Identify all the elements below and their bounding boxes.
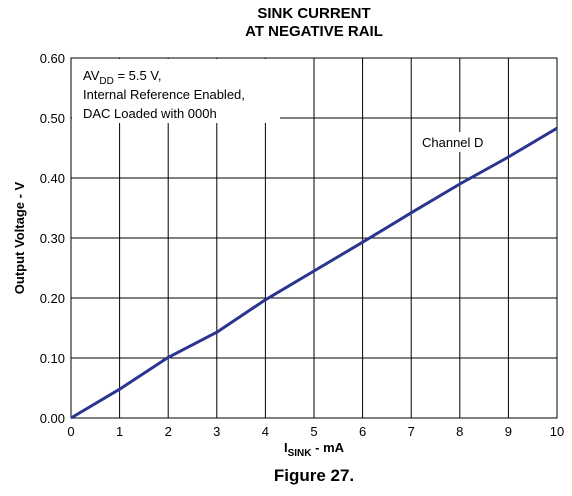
plot-frame: [70, 57, 558, 419]
annotation-line-3: DAC Loaded with 000h: [83, 106, 217, 121]
figure-caption: Figure 27.: [274, 466, 354, 485]
x-axis-title-main: I: [284, 440, 288, 455]
x-tick-label: 2: [165, 424, 172, 439]
x-tick-label: 8: [456, 424, 463, 439]
y-tick-label: 0.00: [40, 411, 65, 426]
y-tick-label: 0.30: [40, 231, 65, 246]
annotation-line-2: Internal Reference Enabled,: [83, 87, 245, 102]
annotation-line-1: AVDD = 5.5 V,: [83, 68, 161, 87]
x-tick-label: 7: [408, 424, 415, 439]
annotation-background: [72, 59, 280, 123]
x-tick-label: 9: [505, 424, 512, 439]
y-axis-title: Output Voltage - V: [12, 181, 27, 294]
x-tick-label: 5: [310, 424, 317, 439]
legend-label-background: [418, 132, 500, 152]
x-tick-label: 1: [116, 424, 123, 439]
y-tick-label: 0.10: [40, 351, 65, 366]
x-axis-title-units: - mA: [312, 440, 345, 455]
x-axis-title-subscript: SINK: [288, 448, 313, 459]
y-tick-label: 0.50: [40, 111, 65, 126]
chart-title-line-2: AT NEGATIVE RAIL: [245, 23, 383, 40]
x-tick-label: 0: [67, 424, 74, 439]
annotation-av: AV: [83, 68, 100, 83]
x-tick-label: 3: [213, 424, 220, 439]
y-tick-labels: 0.00 0.10 0.20 0.30 0.40 0.50 0.60: [40, 51, 65, 426]
y-tick-label: 0.60: [40, 51, 65, 66]
chart-title-line-1: SINK CURRENT: [257, 5, 370, 22]
y-tick-label: 0.20: [40, 291, 65, 306]
x-axis-title: ISINK - mA: [284, 440, 345, 459]
y-tick-label: 0.40: [40, 171, 65, 186]
series-label-channel-d: Channel D: [422, 135, 483, 150]
annotation-voltage: = 5.5 V,: [114, 68, 162, 83]
x-tick-labels: 0 1 2 3 4 5 6 7 8 9 10: [67, 424, 564, 439]
x-tick-label: 4: [262, 424, 269, 439]
gridlines: [71, 58, 557, 418]
series-line-channel-d: [70, 126, 558, 420]
x-tick-label: 10: [550, 424, 564, 439]
x-tick-label: 6: [359, 424, 366, 439]
annotation-dd-subscript: DD: [99, 76, 113, 87]
